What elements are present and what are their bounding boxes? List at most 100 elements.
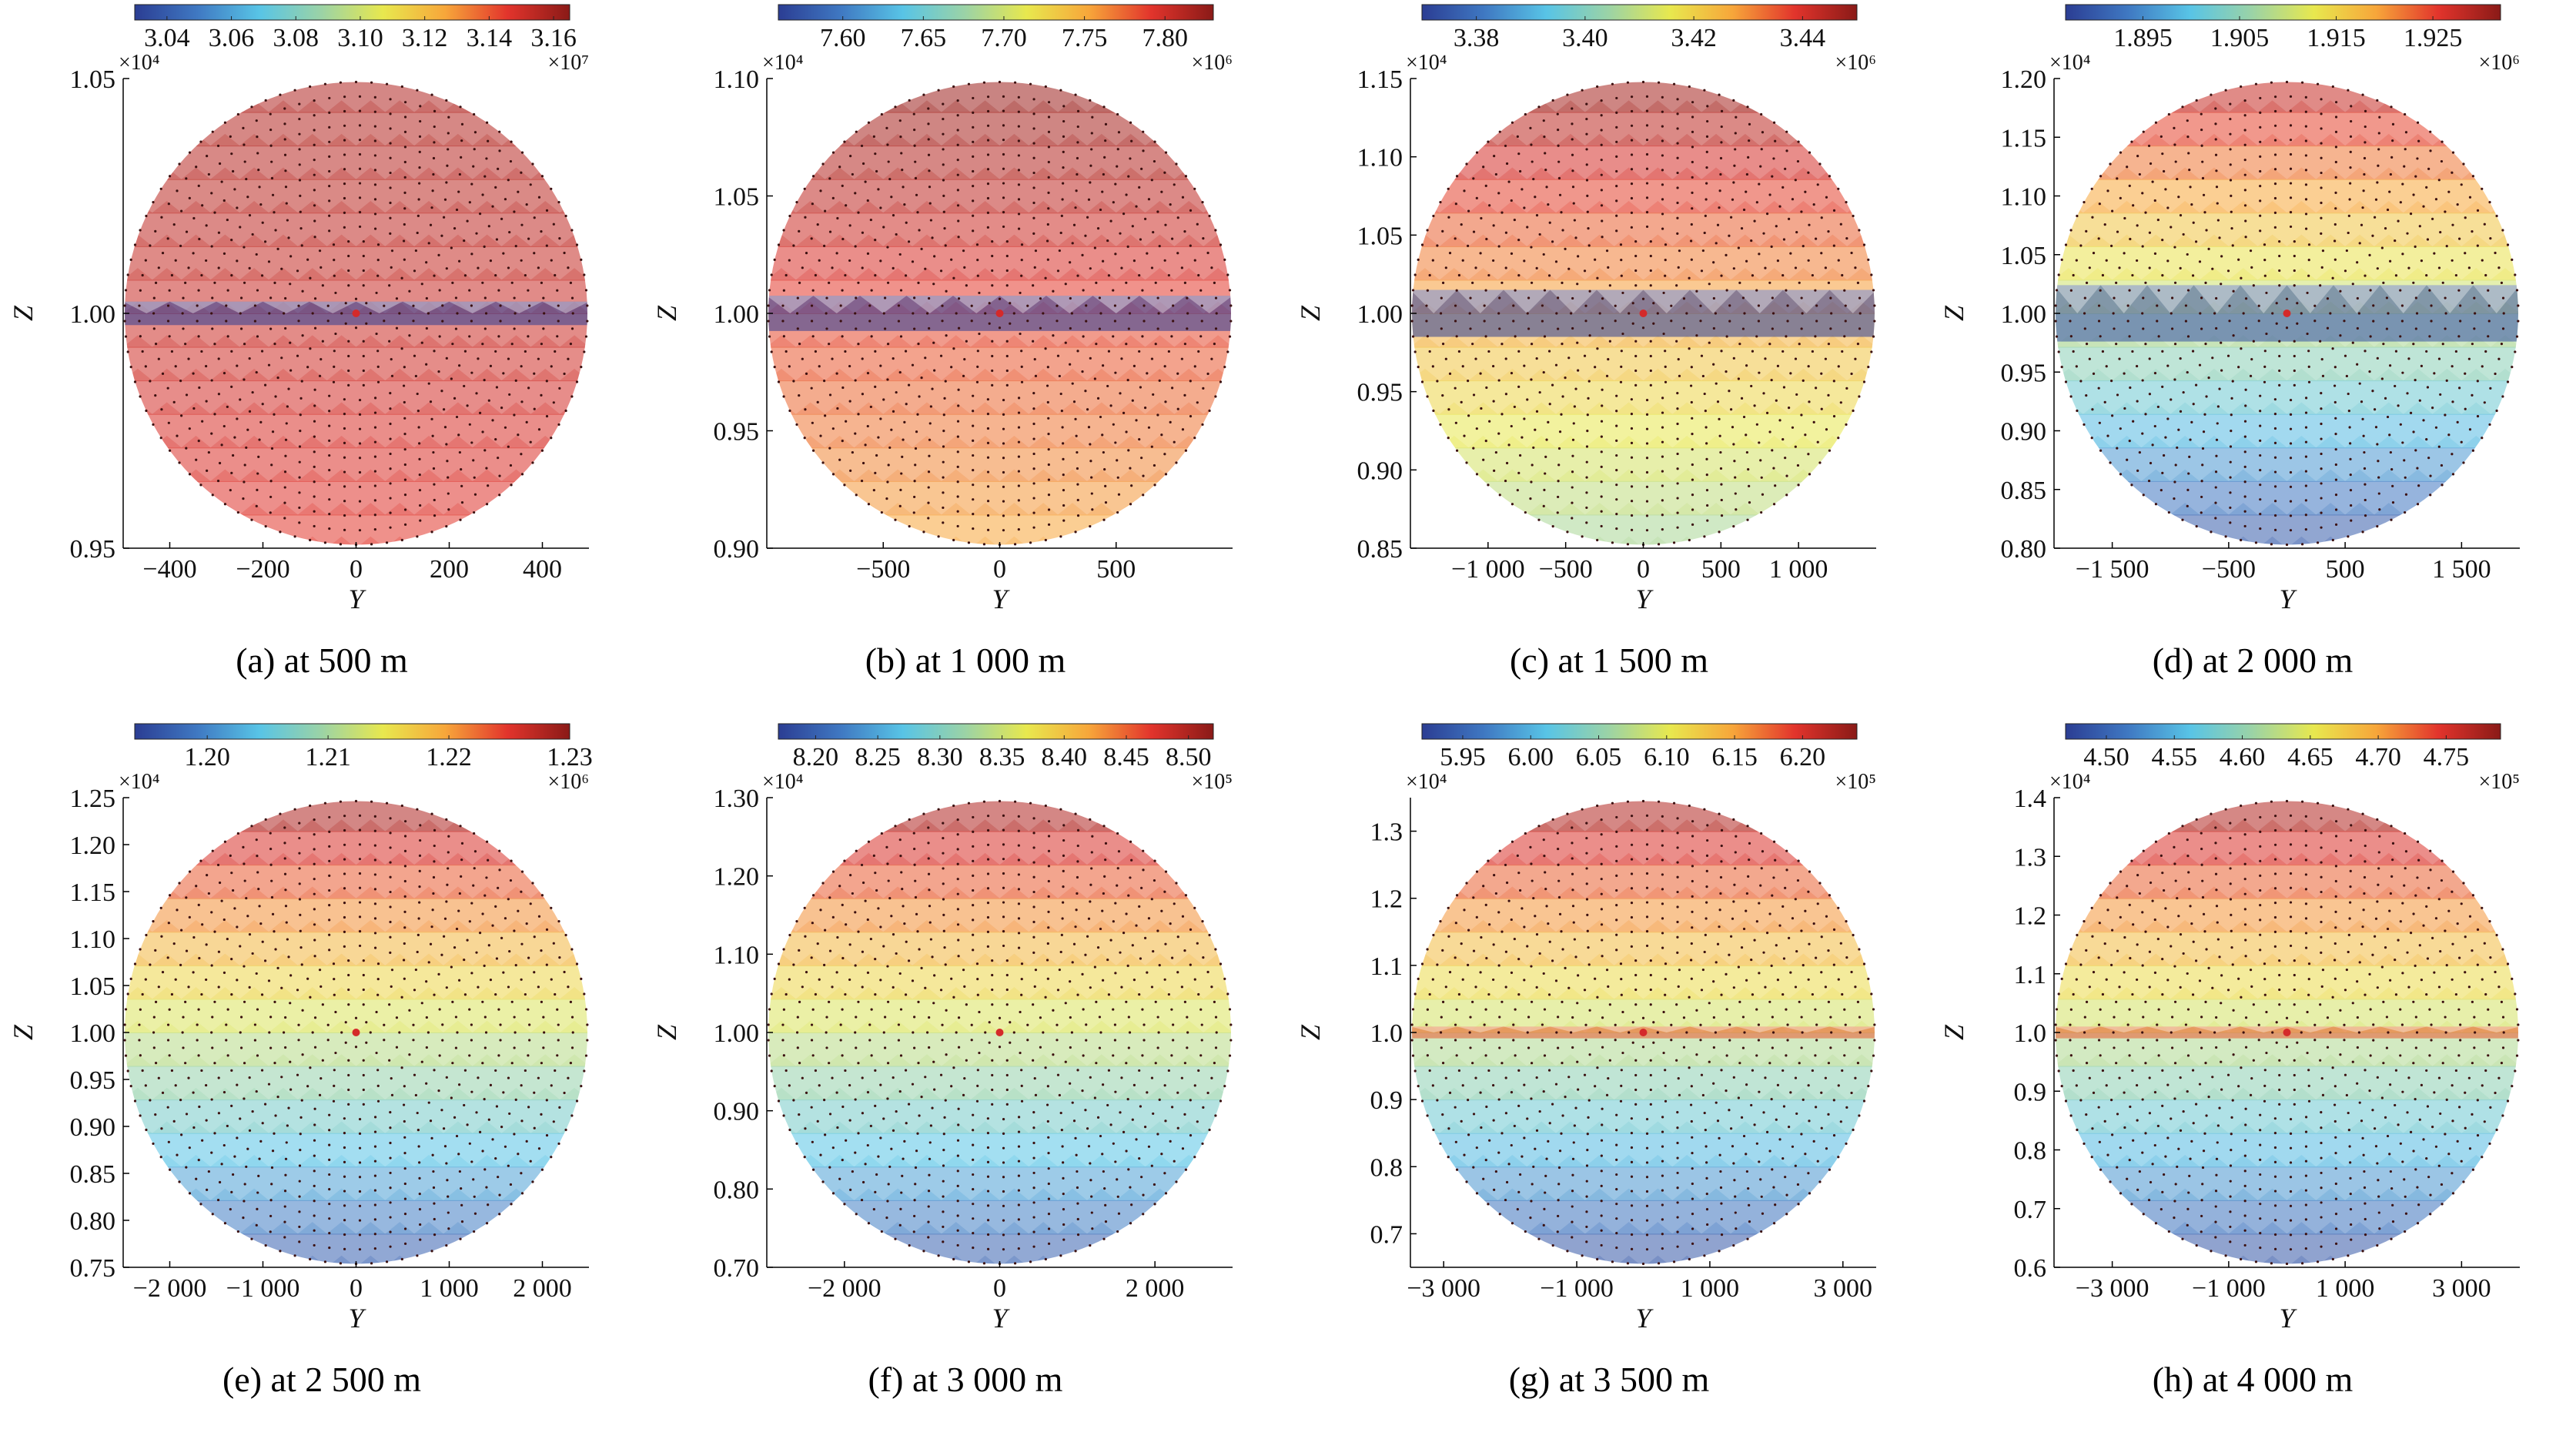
mesh-node xyxy=(2464,216,2467,219)
mesh-node xyxy=(347,1059,350,1062)
mesh-node xyxy=(1760,112,1763,116)
mesh-node xyxy=(1099,1134,1102,1138)
mesh-node xyxy=(1712,261,1715,264)
mesh-node xyxy=(1551,525,1554,528)
mesh-node xyxy=(2285,326,2289,330)
mesh-node xyxy=(446,1179,449,1182)
mesh-node xyxy=(328,903,331,907)
mesh-node xyxy=(564,214,567,218)
mesh-node xyxy=(882,226,885,229)
mesh-node xyxy=(280,1076,283,1079)
mesh-node xyxy=(1661,154,1664,157)
mesh-node xyxy=(1755,201,1758,204)
mesh-node xyxy=(2515,335,2519,338)
mesh-node xyxy=(437,370,440,373)
mesh-node xyxy=(1032,497,1035,500)
mesh-node xyxy=(497,1054,500,1057)
mesh-node xyxy=(220,180,223,183)
mesh-node xyxy=(932,283,935,286)
mesh-node xyxy=(373,528,376,531)
mesh-node xyxy=(373,440,377,443)
mesh-node xyxy=(2210,530,2213,534)
mesh-node xyxy=(529,902,532,905)
mesh-node xyxy=(2149,162,2153,166)
mesh-node xyxy=(375,291,378,295)
mesh-node xyxy=(2216,219,2220,222)
mesh-node xyxy=(1026,1023,1029,1026)
mesh-node xyxy=(187,357,190,360)
mesh-node xyxy=(1764,357,1767,360)
mesh-node xyxy=(1830,312,1833,315)
mesh-node xyxy=(1160,433,1163,437)
mesh-node xyxy=(2425,186,2428,189)
mesh-node xyxy=(1020,380,1024,383)
mesh-node xyxy=(1827,281,1831,284)
mesh-node xyxy=(838,166,841,169)
mesh-node xyxy=(1039,297,1042,300)
mesh-node xyxy=(824,209,827,213)
mesh-node xyxy=(529,183,532,186)
mesh-node xyxy=(972,199,975,202)
mesh-node xyxy=(2205,229,2208,232)
mesh-node xyxy=(1019,1051,1022,1055)
mesh-node xyxy=(1691,523,1694,526)
mesh-node xyxy=(403,1197,407,1200)
mesh-node xyxy=(1785,289,1788,292)
mesh-node xyxy=(2361,93,2364,96)
mesh-node xyxy=(1002,858,1005,861)
mesh-node xyxy=(1055,304,1059,307)
mesh-node xyxy=(861,1112,865,1115)
mesh-node xyxy=(187,1076,190,1079)
mesh-node xyxy=(2259,214,2262,217)
mesh-node xyxy=(986,500,990,503)
mesh-node xyxy=(389,920,392,924)
mesh-node xyxy=(1208,214,1211,218)
mesh-node xyxy=(1013,543,1017,546)
mesh-node xyxy=(195,166,198,169)
mesh-node xyxy=(1114,253,1117,256)
mesh-node xyxy=(1691,101,1694,104)
y-tick-label: 1.15 xyxy=(1357,65,1403,94)
x-tick-label: −500 xyxy=(856,555,910,584)
mesh-node xyxy=(2388,433,2391,437)
mesh-node xyxy=(1544,472,1547,475)
mesh-node xyxy=(373,139,376,142)
mesh-node xyxy=(897,320,901,323)
mesh-node xyxy=(841,440,844,443)
mesh-node xyxy=(217,986,220,989)
mesh-node xyxy=(299,227,303,230)
mesh-node xyxy=(251,952,254,955)
mesh-node xyxy=(2428,335,2431,338)
mesh-node xyxy=(1630,124,1634,127)
mesh-node xyxy=(1032,861,1035,864)
mesh-node xyxy=(2289,470,2293,474)
mesh-node xyxy=(1129,121,1132,124)
mesh-node xyxy=(2343,304,2346,307)
mesh-node xyxy=(1086,935,1089,938)
mesh-node xyxy=(276,247,279,250)
mesh-node xyxy=(1661,110,1664,113)
mesh-node xyxy=(429,223,433,226)
mesh-node xyxy=(298,1180,301,1183)
mesh-node xyxy=(1531,463,1534,467)
mesh-node xyxy=(403,448,406,451)
mesh-node xyxy=(1585,506,1588,510)
mesh-node xyxy=(2215,169,2218,172)
mesh-node xyxy=(1197,350,1200,353)
mesh-node xyxy=(520,1084,523,1087)
mesh-node xyxy=(1729,408,1733,411)
mesh-node xyxy=(425,296,428,300)
mesh-node xyxy=(419,519,422,522)
mesh-node xyxy=(403,977,406,980)
mesh-node xyxy=(542,1046,545,1049)
mesh-node xyxy=(217,393,221,396)
mesh-node xyxy=(2083,327,2086,330)
mesh-node xyxy=(2173,281,2177,284)
mesh-node xyxy=(1103,1187,1106,1190)
mesh-node xyxy=(1032,186,1035,189)
mesh-node xyxy=(270,160,273,163)
mesh-node xyxy=(2273,182,2277,186)
mesh-node xyxy=(358,944,362,948)
mesh-node xyxy=(848,224,851,227)
mesh-node xyxy=(1566,93,1569,96)
